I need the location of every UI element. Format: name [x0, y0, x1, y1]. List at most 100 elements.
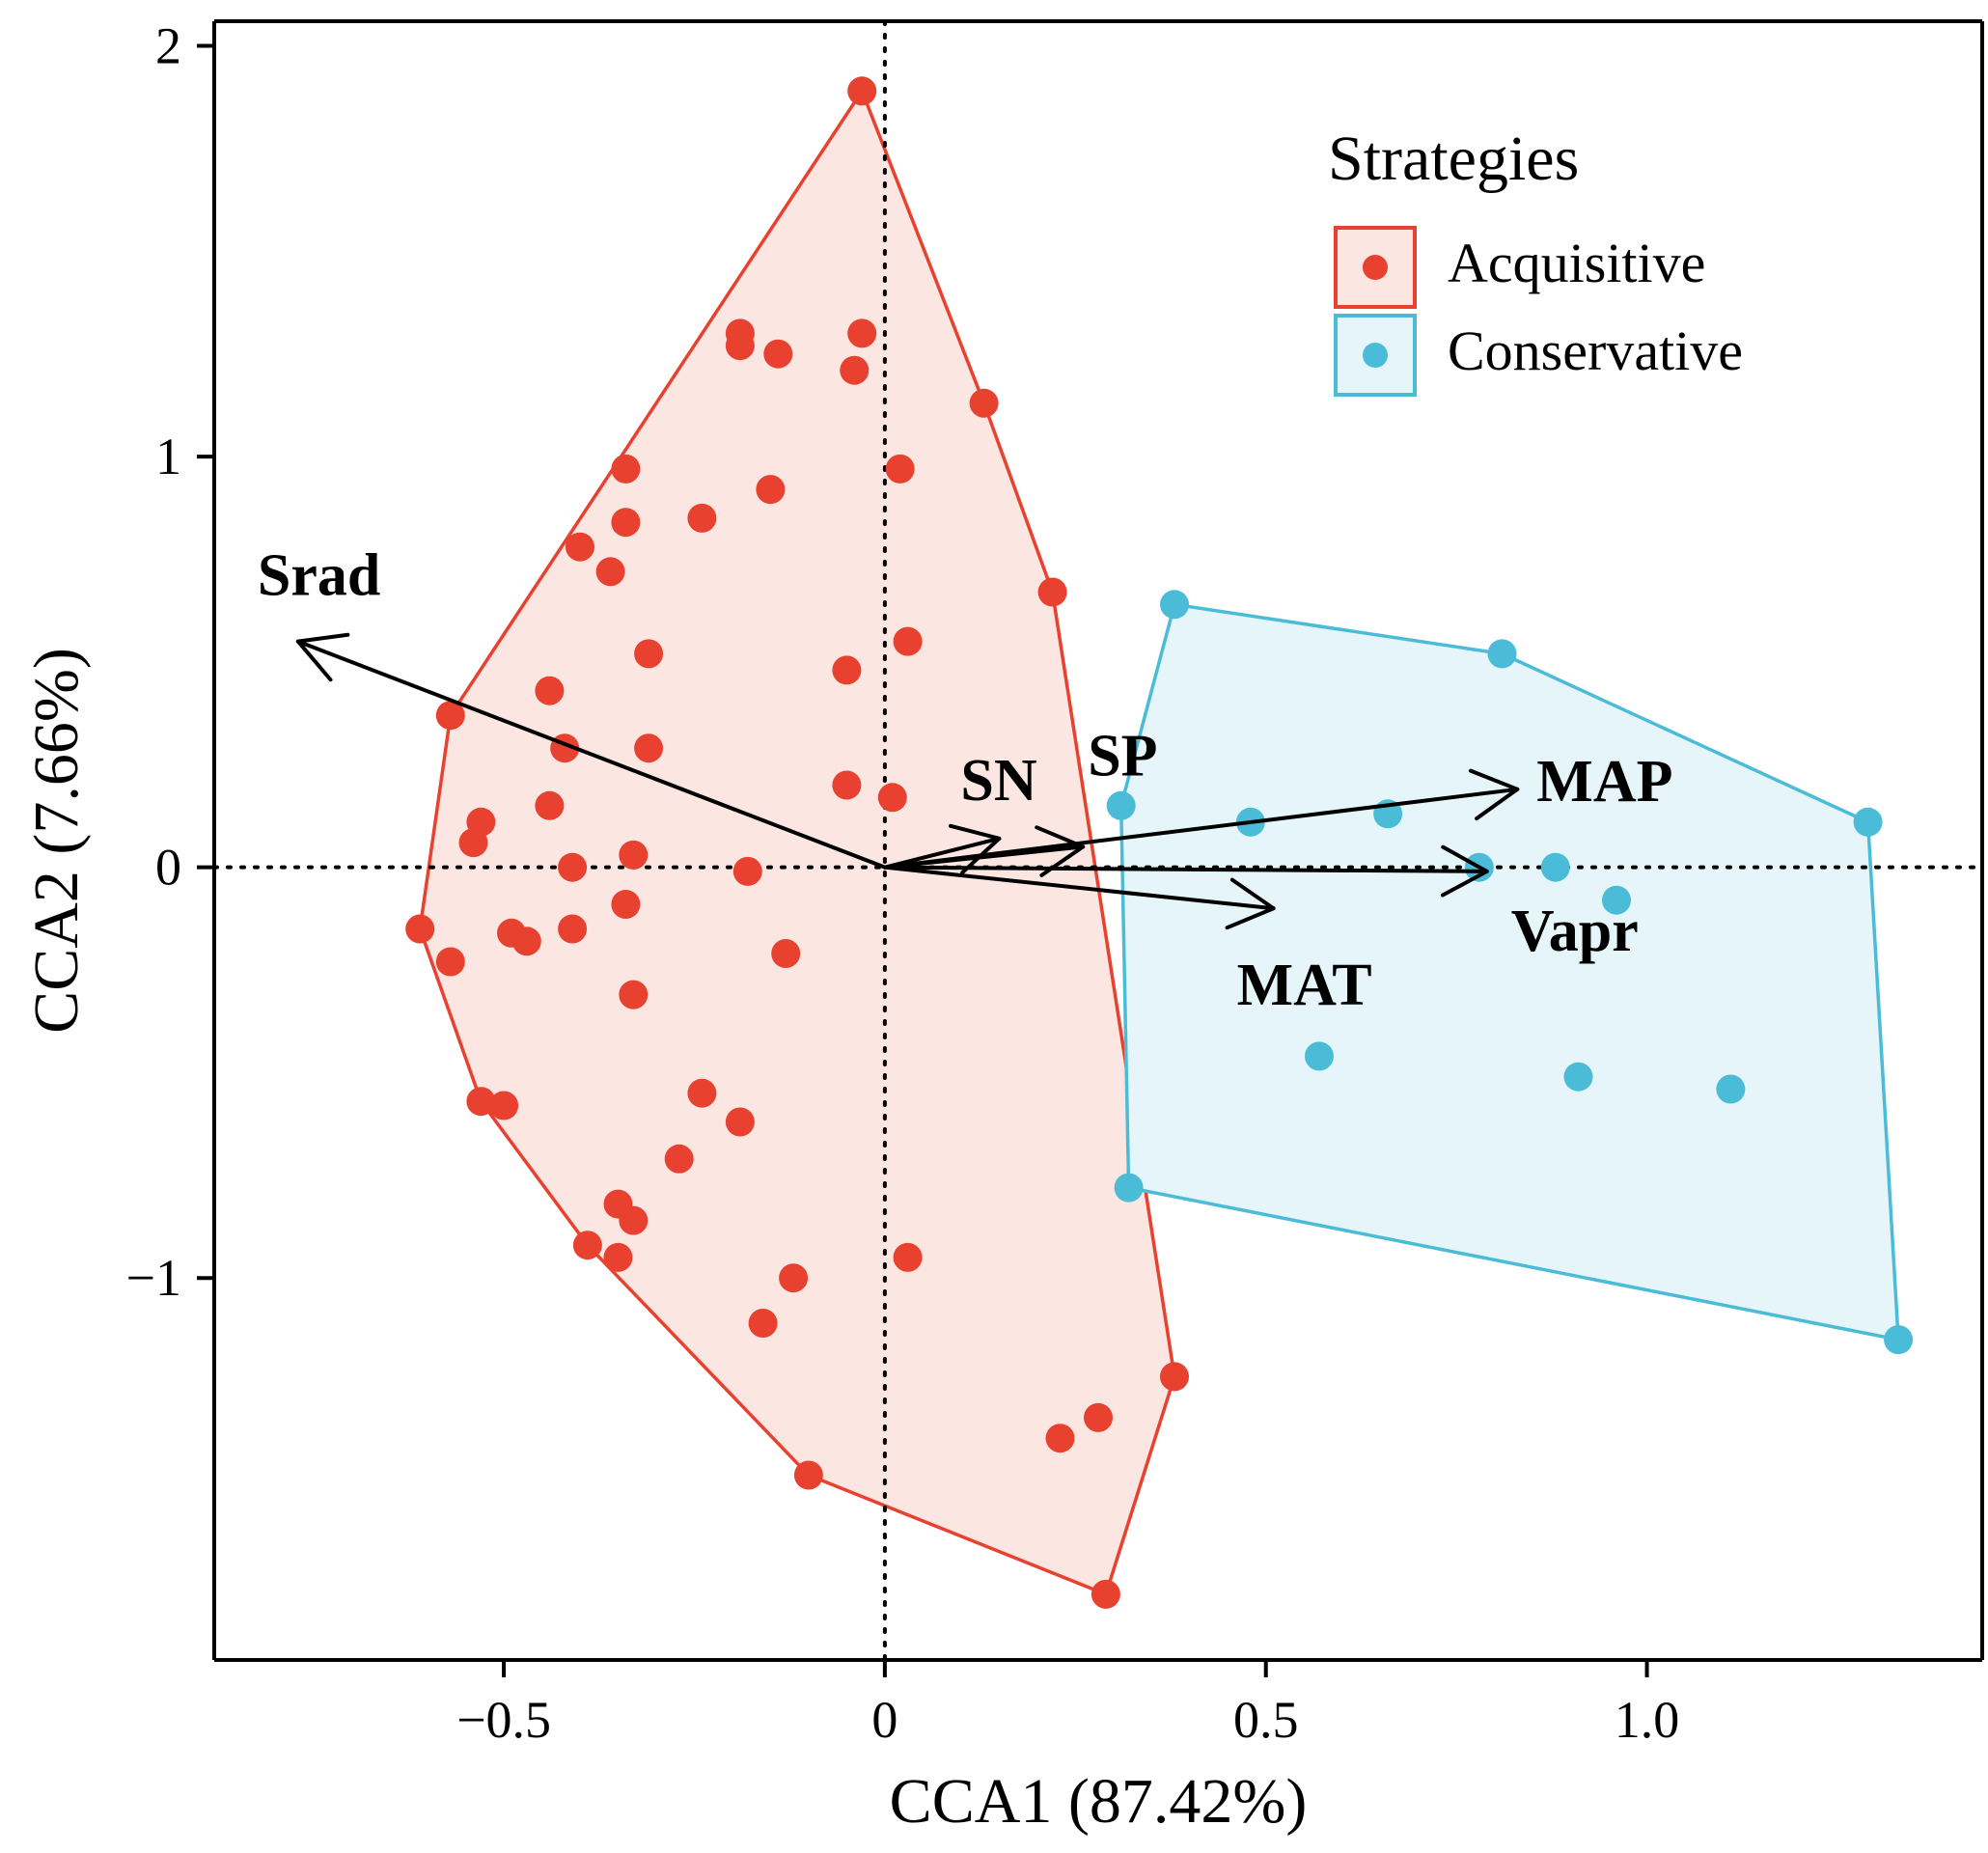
point-acquisitive [687, 1078, 717, 1108]
point-conservative [1563, 1062, 1593, 1092]
arrow-label-mat: MAT [1237, 953, 1372, 1018]
point-acquisitive [611, 454, 641, 484]
point-acquisitive [535, 790, 565, 820]
point-conservative [1106, 790, 1136, 820]
point-acquisitive [458, 828, 488, 858]
point-acquisitive [840, 355, 870, 385]
point-acquisitive [763, 339, 793, 369]
arrow-shaft-map [882, 787, 1520, 870]
point-acquisitive [619, 840, 649, 870]
y-tick-label: 0 [155, 839, 181, 897]
point-conservative [1884, 1325, 1914, 1355]
plot-content: Srad SN SP MAP Vapr MAT [212, 19, 1984, 1662]
point-acquisitive [779, 1263, 809, 1293]
point-acquisitive [535, 676, 565, 705]
point-acquisitive [793, 1460, 823, 1490]
legend: Strategies Acquisitive Conservative [1328, 124, 1743, 397]
points-acquisitive [405, 76, 1189, 1609]
point-acquisitive [893, 1242, 923, 1272]
point-acquisitive [489, 1091, 519, 1120]
x-axis-title: CCA1 (87.42%) [890, 1766, 1308, 1837]
hull-acquisitive [418, 89, 1176, 1596]
point-acquisitive [847, 76, 877, 106]
point-acquisitive [619, 980, 649, 1009]
point-acquisitive [832, 655, 862, 685]
point-conservative [1602, 885, 1631, 915]
arrow-shaft-mat [882, 865, 1276, 911]
point-acquisitive [435, 947, 465, 977]
arrow-label-sn: SN [960, 748, 1036, 814]
point-conservative [1305, 1041, 1334, 1071]
point-conservative [1487, 639, 1517, 669]
point-acquisitive [748, 1309, 778, 1338]
point-acquisitive [466, 1087, 496, 1117]
point-acquisitive [435, 701, 465, 731]
point-acquisitive [572, 1231, 602, 1260]
arrow-head-sp [1035, 825, 1086, 877]
point-acquisitive [725, 1107, 755, 1137]
point-acquisitive [611, 508, 641, 538]
arrow-head-srad [295, 632, 350, 682]
point-conservative [1853, 807, 1883, 837]
point-acquisitive [558, 914, 588, 944]
arrow-srad: Srad [258, 543, 887, 870]
point-acquisitive [1084, 1402, 1113, 1432]
y-tick-label: 1 [155, 428, 181, 485]
arrow-label-sp: SP [1088, 723, 1157, 788]
axes: −0.5 0 0.5 1.0 −1 0 1 2 CCA1 (87.42%) CCA2 (7.66%… [21, 17, 1984, 1837]
point-acquisitive [725, 331, 755, 361]
point-conservative [1114, 1173, 1144, 1203]
y-tick-label: 2 [155, 17, 181, 75]
point-acquisitive [1037, 577, 1067, 607]
legend-label-conservative: Conservative [1448, 319, 1743, 382]
x-tick-label: −0.5 [456, 1691, 551, 1749]
arrow-shaft-vapr [882, 865, 1489, 873]
x-tick-label: 0 [871, 1691, 897, 1749]
point-acquisitive [611, 890, 641, 919]
point-acquisitive [634, 639, 664, 669]
arrow-shaft-sn [882, 836, 1002, 870]
arrow-map: MAP [882, 749, 1672, 870]
point-acquisitive [511, 926, 541, 956]
legend-marker-acquisitive [1363, 255, 1388, 280]
y-tick-label: −1 [126, 1249, 181, 1307]
x-tick-label: 1.0 [1615, 1691, 1680, 1749]
point-acquisitive [405, 914, 435, 944]
point-conservative [1540, 852, 1570, 882]
arrow-shaft-srad [295, 639, 887, 870]
legend-title: Strategies [1328, 124, 1579, 194]
point-acquisitive [877, 783, 907, 813]
arrow-vapr: Vapr [882, 844, 1639, 964]
point-acquisitive [732, 856, 762, 886]
point-acquisitive [664, 1144, 694, 1174]
point-acquisitive [893, 626, 923, 656]
point-acquisitive [885, 454, 915, 484]
arrow-head-map [1468, 768, 1520, 821]
point-acquisitive [847, 318, 877, 348]
point-acquisitive [566, 532, 594, 562]
point-acquisitive [1045, 1424, 1075, 1453]
point-acquisitive [969, 388, 999, 418]
x-tick-label: 0.5 [1233, 1691, 1299, 1749]
legend-marker-conservative [1363, 343, 1388, 368]
arrow-sn: SN [882, 748, 1037, 875]
legend-entry-conservative: Conservative [1334, 314, 1743, 397]
point-acquisitive [832, 770, 862, 800]
legend-entry-acquisitive: Acquisitive [1334, 226, 1705, 309]
point-acquisitive [771, 939, 801, 968]
point-acquisitive [687, 503, 717, 533]
point-acquisitive [1091, 1579, 1120, 1609]
arrow-label-map: MAP [1536, 749, 1672, 815]
point-acquisitive [603, 1242, 633, 1272]
point-conservative [1716, 1074, 1746, 1104]
point-acquisitive [1160, 1362, 1189, 1392]
arrow-label-vapr: Vapr [1511, 899, 1639, 964]
point-acquisitive [558, 852, 588, 882]
arrow-head-sn [949, 823, 1002, 875]
legend-label-acquisitive: Acquisitive [1448, 232, 1705, 294]
arrow-mat: MAT [882, 865, 1372, 1018]
y-axis-title: CCA2 (7.66%) [21, 648, 92, 1034]
point-acquisitive [756, 475, 786, 505]
point-acquisitive [634, 733, 664, 763]
